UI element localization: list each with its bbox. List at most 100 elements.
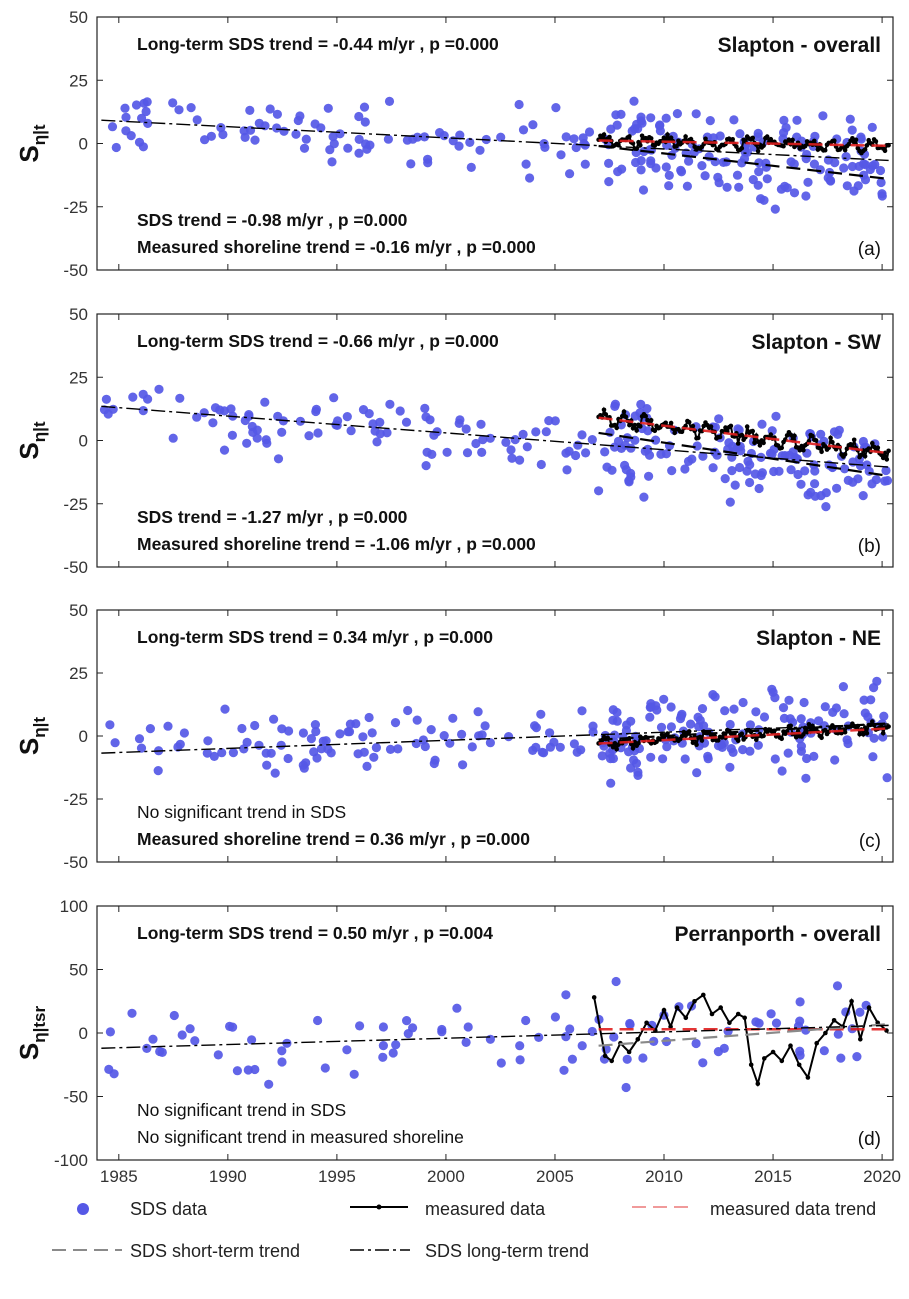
measured-point	[614, 746, 619, 752]
sds-point	[745, 720, 756, 730]
sds-point	[335, 129, 345, 139]
sds-long-term-trend-line	[101, 723, 889, 754]
sds-point	[476, 419, 486, 429]
measured-point	[842, 729, 848, 735]
sds-point	[656, 449, 666, 459]
sds-trend-text: SDS trend = -0.98 m/yr , p =0.000	[137, 210, 408, 230]
sds-point	[725, 497, 735, 507]
sds-point	[228, 1022, 238, 1032]
sds-point	[644, 471, 654, 481]
measured-point	[864, 143, 870, 148]
sds-point	[175, 739, 185, 749]
measured-point	[850, 136, 855, 141]
sds-point	[847, 161, 858, 172]
sds-point	[462, 448, 473, 458]
sds-point	[766, 1009, 776, 1019]
sds-point	[203, 736, 213, 746]
measured-point	[859, 452, 864, 458]
sds-point	[697, 161, 707, 171]
sds-point	[412, 715, 422, 725]
y-axis-label: Sη|t	[14, 717, 49, 755]
sds-point	[703, 751, 713, 762]
sds-point	[402, 1016, 412, 1026]
sds-point	[606, 778, 616, 788]
sds-trend-text: SDS trend = -1.27 m/yr , p =0.000	[137, 507, 408, 527]
sds-point	[801, 191, 811, 201]
sds-point	[621, 1082, 631, 1093]
sds-point	[358, 405, 369, 415]
sds-point	[584, 127, 595, 137]
sds-point	[841, 152, 851, 162]
sds-point	[136, 743, 147, 753]
sds-point	[138, 142, 148, 152]
sds-point	[751, 707, 761, 717]
y-tick-label: 100	[60, 897, 88, 916]
measured-point	[830, 439, 835, 445]
y-axis-label: Sη|t	[14, 421, 49, 459]
sds-point	[367, 728, 377, 738]
sds-point	[682, 181, 693, 191]
sds-point	[504, 732, 514, 742]
panel-label: (b)	[858, 536, 881, 557]
sds-short-term-trend-line	[598, 1023, 889, 1047]
sds-point	[283, 753, 293, 764]
measured-point	[683, 1015, 689, 1021]
sds-point	[463, 1022, 473, 1032]
sds-point	[545, 728, 555, 738]
sds-point	[848, 477, 858, 487]
sds-point	[391, 1040, 401, 1050]
sds-point	[437, 1027, 447, 1037]
sds-point	[667, 466, 677, 476]
measured-point	[723, 425, 728, 430]
sds-point	[784, 695, 794, 705]
sds-point	[725, 719, 735, 730]
sds-point	[467, 742, 477, 752]
legend: SDS data measured data measured data tre…	[52, 1199, 876, 1261]
sds-point	[515, 455, 525, 465]
y-tick-label: 0	[79, 135, 88, 154]
sds-point	[134, 734, 145, 744]
sds-point	[708, 690, 718, 700]
measured-point	[672, 430, 677, 436]
sds-point	[528, 120, 538, 130]
sds-point	[101, 394, 111, 404]
measured-point	[858, 1037, 863, 1042]
sds-point	[664, 170, 674, 180]
sds-point	[795, 997, 805, 1007]
measured-point	[719, 735, 725, 740]
sds-point	[137, 113, 147, 123]
measured-point	[866, 1005, 872, 1010]
sds-point	[645, 712, 655, 722]
sds-point	[882, 773, 892, 783]
sds-point	[298, 728, 308, 738]
sds-point	[273, 454, 284, 464]
sds-point	[471, 438, 481, 449]
sds-point	[833, 1029, 843, 1039]
sds-point	[145, 724, 155, 734]
sds-point	[664, 181, 674, 191]
measured-point	[652, 428, 658, 434]
sds-point	[485, 1034, 495, 1044]
sds-point	[385, 399, 395, 409]
measured-point	[648, 136, 654, 141]
measured-point	[690, 740, 696, 745]
measured-point	[643, 413, 648, 419]
sds-point	[395, 406, 405, 416]
measured-point	[813, 438, 819, 443]
measured-point	[603, 412, 609, 417]
sds-point	[544, 416, 554, 426]
sds-point	[227, 430, 237, 440]
sds-point	[419, 132, 430, 142]
sds-point	[726, 744, 736, 754]
sds-point	[666, 722, 677, 732]
sds-point	[226, 404, 236, 414]
sds-point	[273, 411, 283, 421]
sds-point	[237, 723, 247, 734]
sds-point	[735, 462, 745, 473]
sds-point	[636, 165, 646, 175]
measured-point	[822, 147, 828, 153]
measured-point	[709, 1011, 715, 1017]
measured-point	[690, 423, 696, 429]
sds-point	[177, 1030, 187, 1040]
sds-point	[556, 150, 566, 160]
